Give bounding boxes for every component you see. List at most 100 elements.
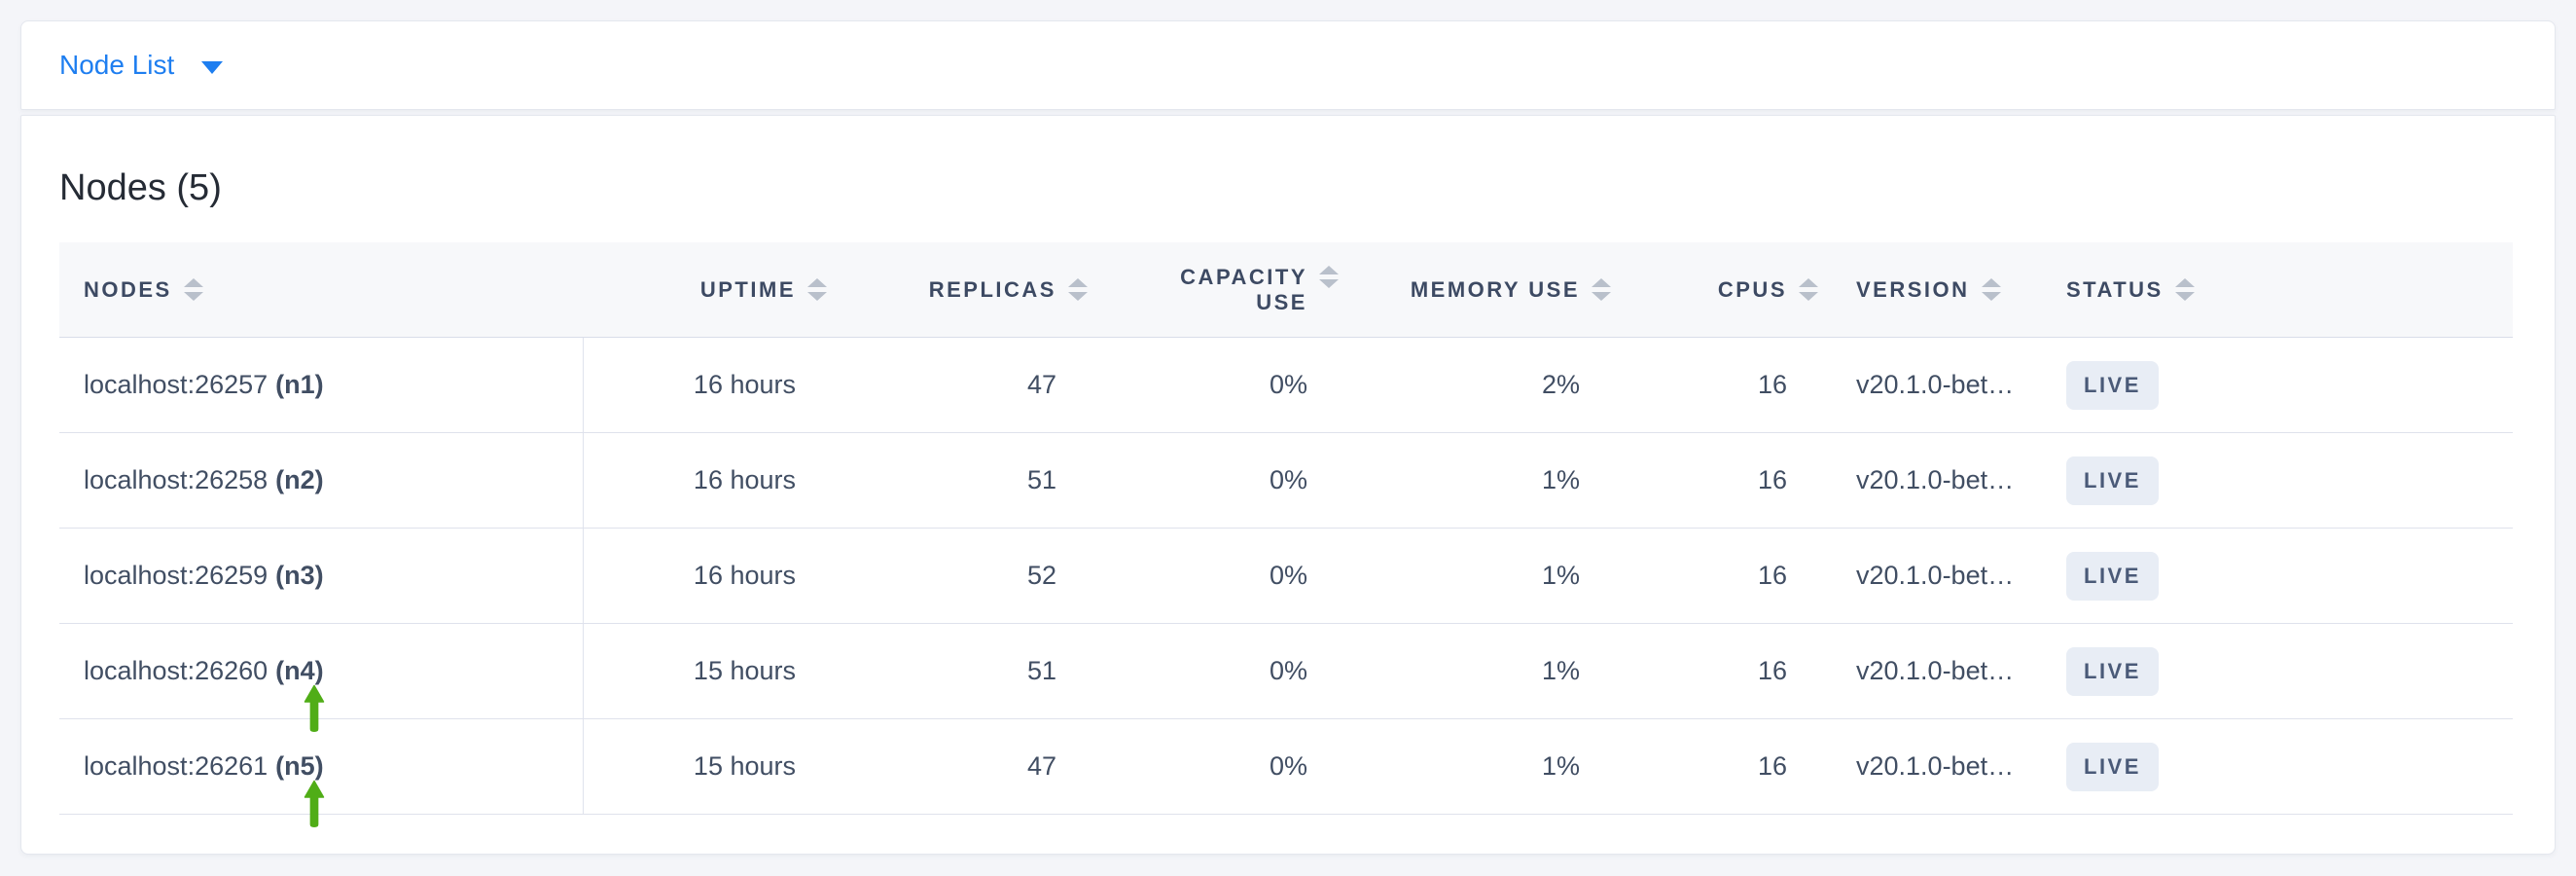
sort-up-triangle (1319, 266, 1339, 274)
column-header-cpus[interactable]: CPUS (1611, 242, 1818, 337)
green-arrow-annotation-n5 (304, 780, 325, 827)
status-badge: LIVE (2066, 742, 2159, 791)
uptime-cell: 15 hours (693, 751, 796, 781)
nodes-cell: localhost:26259 (n3) (59, 529, 584, 623)
sort-up-triangle (1592, 278, 1611, 287)
status-cell: LIVE (2044, 529, 2513, 623)
status-cell: LIVE (2044, 624, 2513, 718)
sort-down-triangle (2174, 292, 2195, 301)
status-badge: LIVE (2066, 551, 2159, 601)
sort-up-triangle (1799, 278, 1818, 287)
node-id: (n3) (275, 561, 324, 590)
nodes-panel: Nodes (5) NODES UPTIME REPLICAS CAPACITY… (20, 115, 2556, 855)
column-header-status[interactable]: STATUS (2044, 242, 2513, 337)
column-header-version[interactable]: VERSION (1818, 242, 2044, 337)
sort-icon (1592, 278, 1611, 301)
version-cell: v20.1.0-bet… (1856, 656, 2015, 685)
column-header-replicas[interactable]: REPLICAS (827, 242, 1088, 337)
cpus-cell: 16 (1757, 656, 1787, 685)
replicas-cell: 52 (1026, 561, 1056, 590)
sort-up-triangle (1981, 278, 2001, 287)
replicas-cell: 51 (1026, 656, 1056, 685)
sort-down-triangle (1319, 279, 1339, 288)
status-badge: LIVE (2066, 646, 2159, 696)
status-badge: LIVE (2066, 360, 2159, 410)
version-cell: v20.1.0-bet… (1856, 561, 2015, 590)
status-cell: LIVE (2044, 719, 2513, 814)
cpus-cell: 16 (1757, 465, 1787, 494)
cpus-cell: 16 (1757, 561, 1787, 590)
sort-icon (1981, 278, 2001, 301)
table-row: localhost:26258 (n2) 16 hours 51 0% 1% 1… (59, 433, 2513, 529)
node-id: (n1) (275, 370, 324, 399)
node-list-dropdown-label: Node List (59, 50, 175, 80)
table-header-row: NODES UPTIME REPLICAS CAPACITY USE MEMOR… (59, 242, 2513, 338)
replicas-cell: 47 (1026, 370, 1056, 399)
sort-icon (1068, 278, 1088, 301)
uptime-cell: 16 hours (693, 465, 796, 494)
version-cell: v20.1.0-bet… (1856, 370, 2015, 399)
sort-down-triangle (1068, 292, 1088, 301)
replicas-cell: 51 (1026, 465, 1056, 494)
column-header-memory-use[interactable]: MEMORY USE (1339, 242, 1611, 337)
memory-use-cell: 2% (1541, 370, 1580, 399)
node-id: (n5) (275, 751, 324, 781)
view-selector-bar: Node List (20, 20, 2556, 110)
sort-down-triangle (807, 292, 827, 301)
sort-down-triangle (1592, 292, 1611, 301)
memory-use-cell: 1% (1541, 751, 1580, 781)
nodes-cell: localhost:26257 (n1) (59, 338, 584, 432)
node-id: (n2) (275, 465, 324, 494)
capacity-use-cell: 0% (1269, 751, 1307, 781)
sort-icon (1799, 278, 1818, 301)
version-cell: v20.1.0-bet… (1856, 465, 2015, 494)
sort-icon (2174, 278, 2195, 301)
table-row: localhost:26257 (n1) 16 hours 47 0% 2% 1… (59, 338, 2513, 433)
uptime-cell: 15 hours (693, 656, 796, 685)
sort-down-triangle (1799, 292, 1818, 301)
status-cell: LIVE (2044, 433, 2513, 528)
uptime-cell: 16 hours (693, 561, 796, 590)
nodes-cell: localhost:26260 (n4) (59, 624, 584, 718)
table-row: localhost:26259 (n3) 16 hours 52 0% 1% 1… (59, 529, 2513, 624)
replicas-cell: 47 (1026, 751, 1056, 781)
node-address[interactable]: localhost:26257 (84, 370, 268, 399)
node-address[interactable]: localhost:26258 (84, 465, 268, 494)
node-list-dropdown[interactable]: Node List (59, 50, 224, 81)
sort-down-triangle (1981, 292, 2001, 301)
memory-use-cell: 1% (1541, 656, 1580, 685)
capacity-use-cell: 0% (1269, 370, 1307, 399)
status-cell: LIVE (2044, 338, 2513, 432)
sort-up-triangle (183, 278, 203, 287)
cpus-cell: 16 (1757, 751, 1787, 781)
memory-use-cell: 1% (1541, 465, 1580, 494)
nodes-cell: localhost:26258 (n2) (59, 433, 584, 528)
column-header-nodes[interactable]: NODES (59, 242, 584, 337)
version-cell: v20.1.0-bet… (1856, 751, 2015, 781)
table-row: localhost:26260 (n4) 15 hours 51 0% 1% 1… (59, 624, 2513, 719)
node-address[interactable]: localhost:26261 (84, 751, 268, 781)
node-address[interactable]: localhost:26259 (84, 561, 268, 590)
nodes-cell: localhost:26261 (n5) (59, 719, 584, 814)
uptime-cell: 16 hours (693, 370, 796, 399)
column-header-capacity-use[interactable]: CAPACITY USE (1088, 242, 1339, 337)
sort-icon (807, 278, 827, 301)
column-header-uptime[interactable]: UPTIME (584, 242, 827, 337)
nodes-table: NODES UPTIME REPLICAS CAPACITY USE MEMOR… (59, 242, 2513, 815)
sort-up-triangle (2174, 278, 2195, 287)
sort-down-triangle (183, 292, 203, 301)
page-title: Nodes (5) (59, 167, 222, 208)
cpus-cell: 16 (1757, 370, 1787, 399)
node-address[interactable]: localhost:26260 (84, 656, 268, 685)
capacity-use-cell: 0% (1269, 465, 1307, 494)
sort-up-triangle (1068, 278, 1088, 287)
table-row: localhost:26261 (n5) 15 hours 47 0% 1% 1… (59, 719, 2513, 815)
node-id: (n4) (275, 656, 324, 685)
capacity-use-cell: 0% (1269, 561, 1307, 590)
memory-use-cell: 1% (1541, 561, 1580, 590)
sort-up-triangle (807, 278, 827, 287)
chevron-down-icon (201, 60, 224, 74)
capacity-use-cell: 0% (1269, 656, 1307, 685)
